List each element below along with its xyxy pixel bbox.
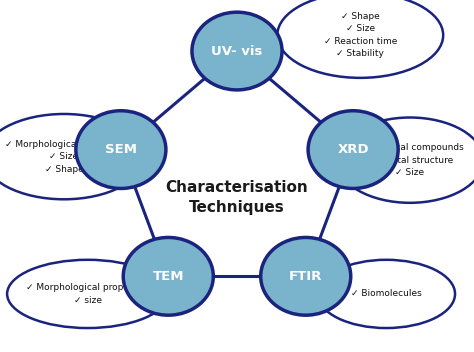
Ellipse shape [308,111,398,188]
Text: XRD: XRD [337,143,369,156]
Ellipse shape [76,111,166,188]
Ellipse shape [7,260,168,328]
Ellipse shape [192,12,282,90]
Text: ✓ Morphological properties
✓ size: ✓ Morphological properties ✓ size [26,283,149,305]
Ellipse shape [277,0,443,78]
Ellipse shape [123,238,213,315]
Ellipse shape [337,118,474,203]
Text: TEM: TEM [153,270,184,283]
Text: ✓ Biomolecules: ✓ Biomolecules [351,289,422,298]
Text: ✓ Shape
✓ Size
✓ Reaction time
✓ Stability: ✓ Shape ✓ Size ✓ Reaction time ✓ Stabili… [324,12,397,58]
Text: ✓ Morphological structure
✓ Size
✓ Shape: ✓ Morphological structure ✓ Size ✓ Shape [5,140,123,174]
Text: SEM: SEM [105,143,137,156]
Text: Characterisation
Techniques: Characterisation Techniques [165,180,309,214]
Text: ✓ Chemical compounds
✓ Crystal structure
✓ Size: ✓ Chemical compounds ✓ Crystal structure… [356,143,464,177]
Ellipse shape [261,238,351,315]
Text: UV- vis: UV- vis [211,45,263,57]
Ellipse shape [0,114,145,199]
Ellipse shape [318,260,455,328]
Text: FTIR: FTIR [289,270,322,283]
